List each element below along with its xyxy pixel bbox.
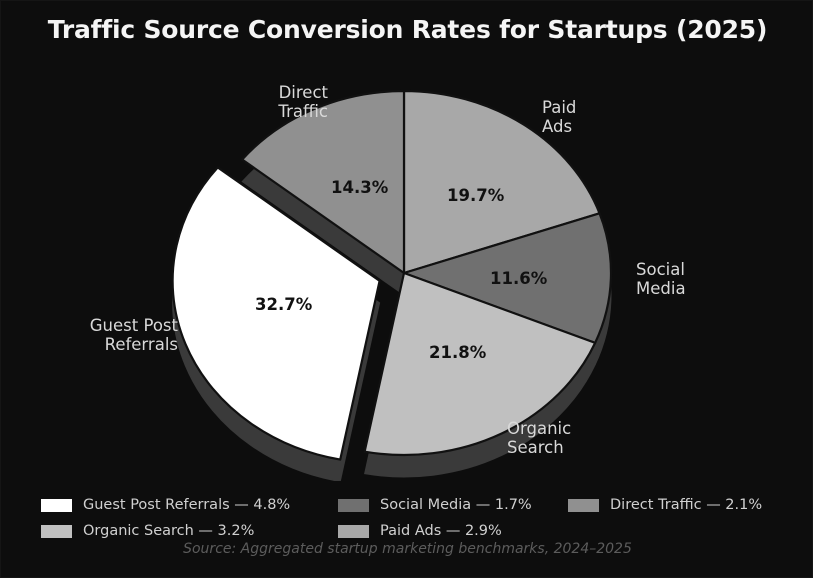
legend-swatch-icon: [338, 498, 369, 512]
pie-percent-guest_post_referrals: 32.7%: [255, 295, 313, 314]
pie-label-organic_search: Organic Search: [507, 419, 572, 458]
legend-swatch-icon: [41, 524, 72, 538]
pie-slice-social-media[interactable]: [402, 212, 613, 344]
pie-percent-paid_ads: 19.7%: [447, 186, 505, 205]
pie-label-direct_traffic: Direct Traffic: [278, 83, 328, 122]
pie-slice-organic-search[interactable]: [363, 271, 597, 457]
pie-slice-guest-post-referrals[interactable]: [171, 166, 381, 461]
legend-item[interactable]: Organic Search — 3.2%: [41, 523, 254, 539]
legend-item[interactable]: Paid Ads — 2.9%: [338, 523, 502, 539]
legend-swatch-icon: [41, 498, 72, 512]
page-title: Traffic Source Conversion Rates for Star…: [47, 15, 768, 44]
pie-percent-organic_search: 21.8%: [429, 343, 487, 362]
legend-swatch-icon: [338, 524, 369, 538]
legend-item[interactable]: Social Media — 1.7%: [338, 497, 532, 513]
pie-slices-layer: [171, 89, 613, 461]
pie-percent-social_media: 11.6%: [490, 269, 548, 288]
legend-label: Direct Traffic — 2.1%: [610, 497, 763, 513]
pie-label-paid_ads: Paid Ads: [542, 98, 577, 137]
pie-chart-area: [1, 61, 812, 481]
source-note: Source: Aggregated startup marketing ben…: [183, 541, 632, 557]
legend-item[interactable]: Guest Post Referrals — 4.8%: [41, 497, 290, 513]
legend-label: Guest Post Referrals — 4.8%: [83, 497, 291, 513]
pie-label-social_media: Social Media: [636, 260, 686, 299]
legend-label: Paid Ads — 2.9%: [380, 523, 502, 539]
pie-slice-direct-traffic[interactable]: [241, 89, 406, 275]
pie-label-guest_post_referrals: Guest Post Referrals: [89, 316, 178, 355]
pie-chart-svg: [171, 89, 613, 481]
legend-label: Social Media — 1.7%: [380, 497, 532, 513]
legend-label: Organic Search — 3.2%: [83, 523, 255, 539]
legend-swatch-icon: [568, 498, 599, 512]
pie-percent-direct_traffic: 14.3%: [331, 178, 389, 197]
chart-legend: Guest Post Referrals — 4.8% Social Media …: [1, 497, 812, 549]
legend-item[interactable]: Direct Traffic — 2.1%: [568, 497, 762, 513]
